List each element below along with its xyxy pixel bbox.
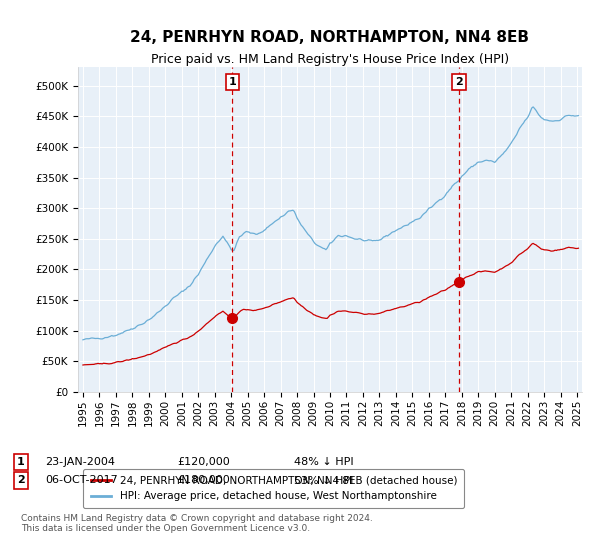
Text: Price paid vs. HM Land Registry's House Price Index (HPI): Price paid vs. HM Land Registry's House …: [151, 53, 509, 66]
Text: 1: 1: [229, 77, 236, 87]
Text: 06-OCT-2017: 06-OCT-2017: [45, 475, 118, 486]
Text: 2: 2: [455, 77, 463, 87]
Text: £180,000: £180,000: [177, 475, 230, 486]
Text: 1: 1: [17, 457, 25, 467]
Text: Contains HM Land Registry data © Crown copyright and database right 2024.
This d: Contains HM Land Registry data © Crown c…: [21, 514, 373, 533]
Text: 48% ↓ HPI: 48% ↓ HPI: [294, 457, 353, 467]
Text: 23-JAN-2004: 23-JAN-2004: [45, 457, 115, 467]
Text: 2: 2: [17, 475, 25, 486]
Title: 24, PENRHYN ROAD, NORTHAMPTON, NN4 8EB: 24, PENRHYN ROAD, NORTHAMPTON, NN4 8EB: [131, 30, 530, 45]
Text: £120,000: £120,000: [177, 457, 230, 467]
Text: 53% ↓ HPI: 53% ↓ HPI: [294, 475, 353, 486]
Legend: 24, PENRHYN ROAD, NORTHAMPTON, NN4 8EB (detached house), HPI: Average price, det: 24, PENRHYN ROAD, NORTHAMPTON, NN4 8EB (…: [83, 469, 464, 508]
